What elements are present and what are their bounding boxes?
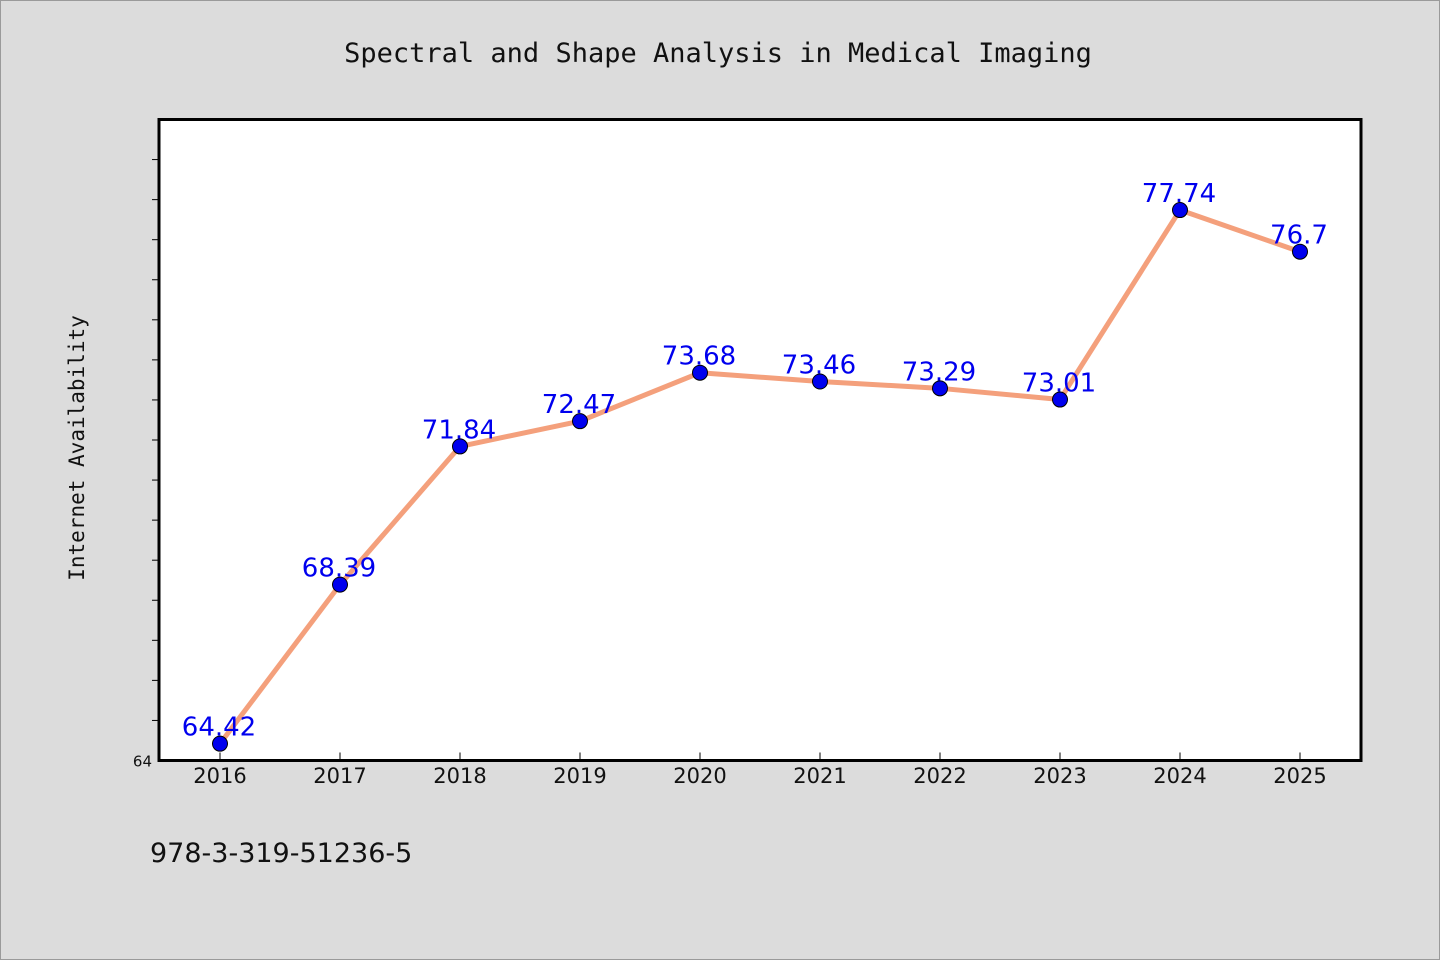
x-tick-label: 2016 bbox=[193, 764, 246, 788]
data-point bbox=[452, 438, 468, 455]
data-point bbox=[692, 364, 708, 381]
data-point bbox=[1052, 391, 1068, 408]
data-label: 73.29 bbox=[902, 357, 976, 387]
series-line-group bbox=[217, 207, 1303, 747]
data-label: 73.68 bbox=[662, 342, 736, 372]
x-tick-label: 2022 bbox=[913, 764, 966, 788]
series-line bbox=[217, 207, 1303, 747]
isbn-footer: 978-3-319-51236-5 bbox=[150, 838, 412, 869]
data-label: 68.39 bbox=[302, 554, 376, 584]
data-label: 73.46 bbox=[782, 351, 856, 381]
data-label: 77.74 bbox=[1142, 179, 1216, 209]
x-tick-label: 2024 bbox=[1153, 764, 1206, 788]
x-tick-label: 2017 bbox=[313, 764, 366, 788]
y-tick-label: 64 bbox=[133, 753, 152, 771]
chart-title: Spectral and Shape Analysis in Medical I… bbox=[344, 38, 1092, 69]
data-label: 71.84 bbox=[422, 415, 496, 445]
data-labels: 64.42 68.39 71.84 72.47 73.68 73.46 73.29 73.01… bbox=[182, 179, 1328, 743]
x-tick-label: 2025 bbox=[1273, 764, 1326, 788]
data-label: 76.7 bbox=[1270, 221, 1328, 251]
data-point bbox=[332, 576, 348, 593]
data-label: 73.01 bbox=[1022, 369, 1096, 399]
data-point bbox=[812, 373, 828, 390]
plot-area bbox=[157, 118, 1363, 762]
data-point bbox=[212, 735, 228, 752]
x-tick-label: 2019 bbox=[553, 764, 606, 788]
data-label: 72.47 bbox=[542, 390, 616, 420]
x-tick-label: 2021 bbox=[793, 764, 846, 788]
data-point bbox=[1172, 202, 1188, 219]
data-point bbox=[1292, 243, 1308, 260]
data-markers bbox=[212, 202, 1308, 752]
data-point bbox=[572, 413, 588, 430]
x-axis-ticks: 2016 2017 2018 2019 2020 2021 2022 2023 2024 2025 bbox=[193, 752, 1327, 788]
y-axis-label: Internet Availability bbox=[65, 315, 89, 581]
x-tick-label: 2018 bbox=[433, 764, 486, 788]
data-point bbox=[932, 380, 948, 397]
x-tick-label: 2020 bbox=[673, 764, 726, 788]
x-tick-label: 2023 bbox=[1033, 764, 1086, 788]
y-axis-ticks: 64 bbox=[133, 159, 159, 771]
data-label: 64.42 bbox=[182, 713, 256, 743]
